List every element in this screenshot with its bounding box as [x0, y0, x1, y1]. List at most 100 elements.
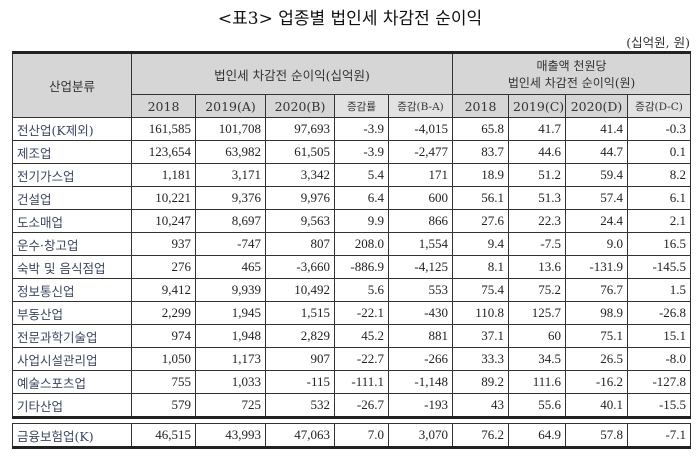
- cell-value: -266: [387, 347, 454, 371]
- cell-value: 51.2: [508, 163, 567, 187]
- table-row: 금융보험업(K) 46,515 43,993 47,063 7.0 3,070 76.2 64…: [12, 423, 692, 449]
- cell-value: 1,173: [195, 347, 266, 371]
- row-label: 건설업: [12, 186, 132, 210]
- cell-value: 9,976: [265, 186, 335, 210]
- cell-value: 9.0: [565, 232, 629, 256]
- cell-value: 2,299: [131, 301, 196, 325]
- cell-value: -7.5: [508, 232, 567, 256]
- cell-value: 3,171: [195, 163, 266, 187]
- cell-value: 8.2: [627, 163, 692, 187]
- cell-value: 123,654: [131, 140, 196, 164]
- cell-value: -3.9: [334, 140, 389, 164]
- cell-value: 75.4: [452, 278, 510, 302]
- cell-value: -22.7: [334, 347, 389, 371]
- header-category: 산업분류: [12, 51, 132, 118]
- cell-value: 18.9: [452, 163, 510, 187]
- cell-value: -111.1: [334, 370, 389, 394]
- cell-value: 98.9: [565, 301, 629, 325]
- cell-value: 10,221: [131, 186, 196, 210]
- cell-value: -4,015: [387, 117, 454, 141]
- cell-value: 27.6: [452, 209, 510, 233]
- column-header: 2018: [131, 94, 196, 118]
- cell-value: 600: [387, 186, 454, 210]
- cell-value: 553: [387, 278, 454, 302]
- cell-value: 3,342: [265, 163, 335, 187]
- cell-value: -4,125: [387, 255, 454, 279]
- row-label: 전산업(K제외): [12, 117, 132, 141]
- cell-value: -430: [387, 301, 454, 325]
- cell-value: 9.4: [452, 232, 510, 256]
- cell-value: -747: [195, 232, 266, 256]
- cell-value: 83.7: [452, 140, 510, 164]
- cell-value: 161,585: [131, 117, 196, 141]
- column-header: 2019(A): [195, 94, 266, 118]
- cell-value: 171: [387, 163, 454, 187]
- row-label: 전문과학기술업: [12, 324, 132, 348]
- cell-value: 13.6: [508, 255, 567, 279]
- cell-value: 76.2: [452, 423, 510, 449]
- cell-value: 907: [265, 347, 335, 371]
- table-title: <표3> 업종별 법인세 차감전 순이익: [217, 9, 483, 29]
- row-label: 제조업: [12, 140, 132, 164]
- cell-value: -886.9: [334, 255, 389, 279]
- cell-value: 974: [131, 324, 196, 348]
- cell-value: 1,181: [131, 163, 196, 187]
- cell-value: 33.3: [452, 347, 510, 371]
- table-row: 전산업(K제외) 161,585 101,708 97,693 -3.9 -4,015 65…: [12, 117, 692, 141]
- cell-value: -115: [265, 370, 335, 394]
- cell-value: 532: [265, 393, 335, 419]
- cell-value: -131.9: [565, 255, 629, 279]
- column-header: 2019(C): [508, 94, 567, 118]
- cell-value: 10,492: [265, 278, 335, 302]
- row-label: 사업시설관리업: [12, 347, 132, 371]
- cell-value: -1,148: [387, 370, 454, 394]
- cell-value: -26.8: [627, 301, 692, 325]
- row-label: 정보통신업: [12, 278, 132, 302]
- cell-value: -145.5: [627, 255, 692, 279]
- table-row: 숙박 및 음식점업 276 465 -3,660 -886.9 -4,125 8.1 13.6…: [12, 255, 692, 279]
- cell-value: 866: [387, 209, 454, 233]
- table-row: 전문과학기술업 974 1,948 2,829 45.2 881 37.1 60 75.1 15.…: [12, 324, 692, 348]
- cell-value: 937: [131, 232, 196, 256]
- cell-value: 59.4: [565, 163, 629, 187]
- cell-value: 1,948: [195, 324, 266, 348]
- column-header: 증감률: [334, 94, 389, 118]
- table-row: 건설업 10,221 9,376 9,976 6.4 600 56.1 51.3 57.4 6.1: [12, 186, 692, 210]
- cell-value: 57.4: [565, 186, 629, 210]
- cell-value: 208.0: [334, 232, 389, 256]
- cell-value: 97,693: [265, 117, 335, 141]
- cell-value: 9.9: [334, 209, 389, 233]
- row-label: 운수·창고업: [12, 232, 132, 256]
- row-label: 예술스포츠업: [12, 370, 132, 394]
- cell-value: 111.6: [508, 370, 567, 394]
- cell-value: 3,070: [387, 423, 454, 449]
- header-group-per-sales: 매출액 천원당 법인세 차감전 순이익(원): [452, 51, 692, 95]
- cell-value: 56.1: [452, 186, 510, 210]
- table-row: 전기가스업 1,181 3,171 3,342 5.4 171 18.9 51.2 59.4 8.…: [12, 163, 692, 187]
- column-header: 2020(D): [565, 94, 629, 118]
- column-header: 2018: [452, 94, 510, 118]
- row-label: 도소매업: [12, 209, 132, 233]
- cell-value: -26.7: [334, 393, 389, 419]
- table-row: 도소매업 10,247 8,697 9,563 9.9 866 27.6 22.3 24.4 2.…: [12, 209, 692, 233]
- cell-value: 44.6: [508, 140, 567, 164]
- cell-value: 7.0: [334, 423, 389, 449]
- cell-value: -15.5: [627, 393, 692, 419]
- cell-value: 10,247: [131, 209, 196, 233]
- cell-value: 2,829: [265, 324, 335, 348]
- cell-value: 125.7: [508, 301, 567, 325]
- cell-value: 63,982: [195, 140, 266, 164]
- cell-value: 9,376: [195, 186, 266, 210]
- cell-value: 881: [387, 324, 454, 348]
- cell-value: 8.1: [452, 255, 510, 279]
- cell-value: -2,477: [387, 140, 454, 164]
- table-row: 예술스포츠업 755 1,033 -115 -111.1 -1,148 89.2 111.6-…: [12, 370, 692, 394]
- cell-value: 6.1: [627, 186, 692, 210]
- cell-value: -3.9: [334, 117, 389, 141]
- cell-value: -127.8: [627, 370, 692, 394]
- cell-value: 22.3: [508, 209, 567, 233]
- cell-value: -22.1: [334, 301, 389, 325]
- column-header: 증감(D-C): [627, 94, 692, 118]
- header-group2-line2: 법인세 차감전 순이익(원): [507, 76, 636, 90]
- cell-value: 75.1: [565, 324, 629, 348]
